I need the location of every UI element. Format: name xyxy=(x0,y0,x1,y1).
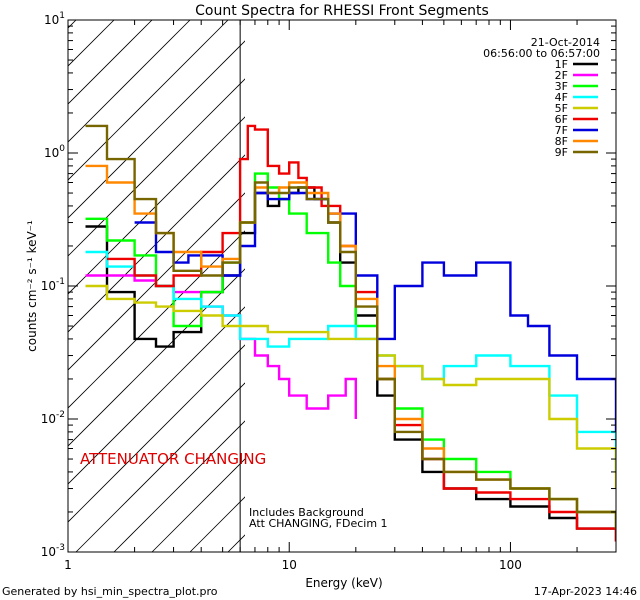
hatch-line xyxy=(68,306,245,485)
hatch-line xyxy=(342,0,640,552)
hatch-line xyxy=(68,20,153,105)
legend-label: 1F xyxy=(555,58,568,71)
hatch-line xyxy=(68,344,245,523)
hatch-line xyxy=(68,154,245,333)
attenuator-annotation: ATTENUATOR CHANGING xyxy=(80,450,266,468)
x-tick-label: 100 xyxy=(499,558,522,572)
y-axis-label: counts cm⁻² s⁻¹ keV⁻¹ xyxy=(25,220,39,352)
legend-label: 9F xyxy=(555,146,568,159)
date-label: 21-Oct-2014 xyxy=(531,36,600,49)
hatch-line xyxy=(75,382,245,552)
series-9F xyxy=(85,124,616,529)
series-2F xyxy=(85,274,357,419)
y-tick-label: 100 xyxy=(44,144,65,160)
x-tick-label: 1 xyxy=(64,558,72,572)
x-axis-label: Energy (keV) xyxy=(305,576,382,590)
y-tick-label: 10-2 xyxy=(41,410,65,426)
legend-label: 5F xyxy=(555,102,568,115)
background-annotation: Includes Background xyxy=(249,506,364,519)
hatch-line xyxy=(68,230,245,409)
legend-label: 8F xyxy=(555,135,568,148)
legend-label: 3F xyxy=(555,80,568,93)
hatch-line xyxy=(113,420,245,552)
hatch-line xyxy=(68,20,229,181)
y-tick-label: 10-3 xyxy=(41,543,65,559)
hatch-line xyxy=(68,116,245,295)
series-layer xyxy=(85,124,616,542)
x-tick-label: 10 xyxy=(282,558,297,572)
axis-ticks: 1 10 100 10-3 10-2 10-1 100 101 xyxy=(41,11,617,572)
hatch-line xyxy=(68,268,245,447)
legend-label: 2F xyxy=(555,69,568,82)
time-range-label: 06:56:00 to 06:57:00 xyxy=(483,47,600,60)
series-6F xyxy=(107,124,616,542)
generated-by-footer: Generated by hsi_min_spectra_plot.pro xyxy=(2,585,218,598)
hatch-line xyxy=(189,496,245,552)
hatched-region xyxy=(68,0,640,552)
hatch-line xyxy=(68,78,245,257)
series-3F xyxy=(85,172,616,529)
chart-title: Count Spectra for RHESSI Front Segments xyxy=(195,3,489,19)
hatch-line xyxy=(227,534,245,552)
legend-label: 4F xyxy=(555,91,568,104)
attenuator-state-annotation: Att CHANGING, FDecim 1 xyxy=(249,517,388,530)
series-7F xyxy=(134,191,616,432)
hatch-line xyxy=(68,192,245,371)
y-tick-label: 101 xyxy=(44,11,65,27)
legend-label: 6F xyxy=(555,113,568,126)
hatch-line xyxy=(68,40,245,219)
timestamp-footer: 17-Apr-2023 14:46 xyxy=(534,585,637,598)
y-tick-label: 10-1 xyxy=(41,277,65,293)
hatch-line xyxy=(68,20,191,143)
legend-label: 7F xyxy=(555,124,568,137)
hatch-line xyxy=(68,20,115,67)
series-5F xyxy=(85,284,616,489)
